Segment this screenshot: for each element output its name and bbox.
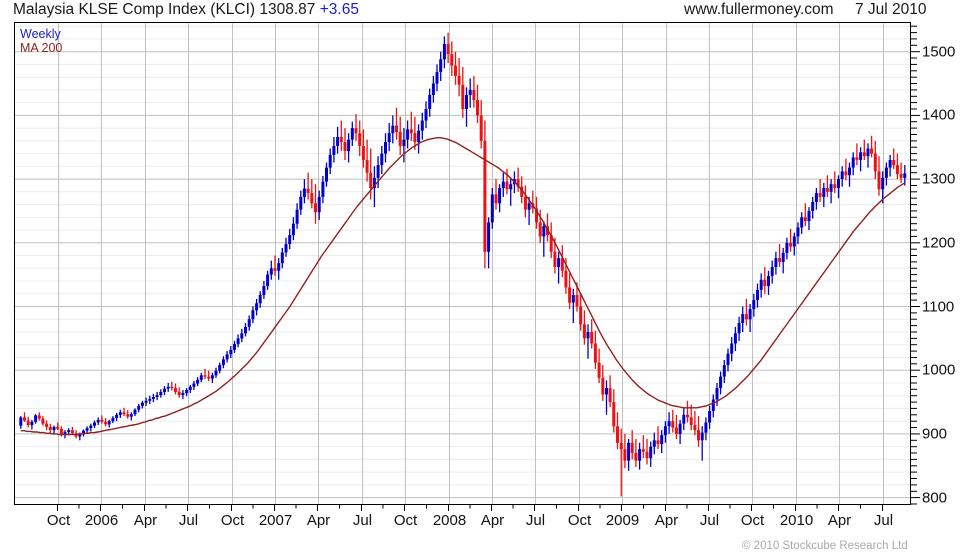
source-website: www.fullermoney.com [684,1,834,18]
x-axis-tick-label: 2009 [605,512,640,529]
legend-item-weekly: Weekly [20,27,61,41]
y-axis: 800 900 1000 1100 1200 1300 1400 1500 [911,22,980,507]
x-axis-tick-label: Oct [740,512,765,529]
page-title: Malaysia KLSE Comp Index (KLCI) 1308.87 … [13,1,359,19]
x-axis-tick-label: Apr [827,512,852,529]
y-axis-tick-label: 800 [922,489,948,507]
x-axis-tick-label: Jul [699,512,720,529]
x-axis-tick-label: Jul [352,512,373,529]
x-axis-tick-label: Apr [480,512,505,529]
chart-header: Malaysia KLSE Comp Index (KLCI) 1308.87 … [0,0,980,22]
x-axis-tick-label: 2010 [779,512,814,529]
copyright-notice: © 2010 Stockcube Research Ltd [742,540,908,552]
x-axis-tick-label: 2006 [84,512,119,529]
y-axis-tick-label: 1300 [922,170,956,188]
y-axis-tick-label: 900 [922,425,948,443]
plot-area: Weekly MA 200 [14,22,911,505]
y-axis-tick-label: 1500 [922,43,956,61]
x-axis-tick-label: 2007 [258,512,293,529]
chart-legend: Weekly MA 200 [20,27,62,55]
x-axis-tick-label: Apr [654,512,679,529]
x-axis-tick-label: 2008 [432,512,467,529]
x-axis-tick-label: Jul [525,512,546,529]
x-axis-tick-label: Oct [46,512,71,529]
price-series-canvas [19,32,907,497]
x-axis-tick-label: Oct [220,512,245,529]
x-axis-tick-label: Apr [306,512,331,529]
y-axis-tick-label: 1000 [922,361,956,379]
y-axis-tick-label: 1200 [922,234,956,252]
x-axis-tick-label: Oct [567,512,592,529]
x-axis-tick-label: Oct [393,512,418,529]
x-axis-tick-label: Jul [873,512,894,529]
x-axis-tick-label: Jul [178,512,199,529]
y-axis-tick-label: 1100 [922,298,955,315]
x-axis-tick-label: Apr [133,512,158,529]
legend-item-ma200: MA 200 [20,41,63,55]
index-change-value: +3.65 [319,1,359,18]
index-title-text: Malaysia KLSE Comp Index (KLCI) 1308.87 [13,1,316,18]
chart-date: 7 Jul 2010 [855,1,927,18]
x-axis: Oct 2006 Apr Jul Oct 2007 Apr Jul Oct 2008 Apr Jul O… [14,505,911,531]
x-axis-ticks [57,505,883,511]
y-axis-ticks [911,25,920,505]
y-axis-tick-label: 1400 [922,106,956,124]
chart-gridlines [15,23,910,504]
